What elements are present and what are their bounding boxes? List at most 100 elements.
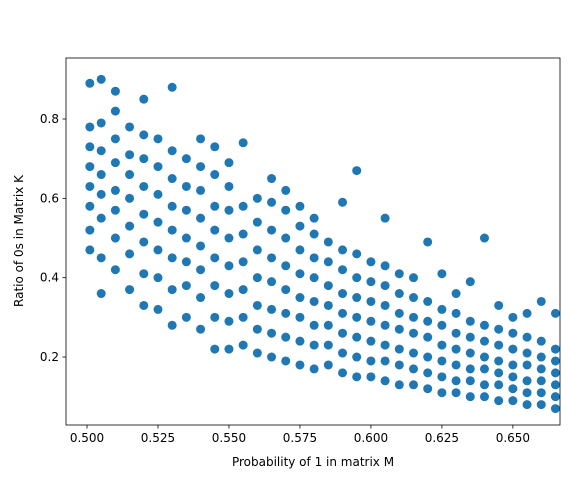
scatter-point — [85, 122, 95, 132]
scatter-point — [536, 352, 546, 362]
scatter-point — [423, 296, 433, 306]
scatter-point — [85, 225, 95, 235]
scatter-point — [125, 285, 135, 295]
y-tick-label: 0.8 — [40, 112, 59, 126]
scatter-point — [267, 174, 277, 184]
scatter-point — [352, 332, 362, 342]
scatter-point — [508, 384, 518, 394]
scatter-point — [352, 372, 362, 382]
scatter-point — [323, 257, 333, 267]
scatter-point — [153, 245, 163, 255]
scatter-point — [110, 86, 120, 96]
scatter-point — [494, 324, 504, 334]
scatter-point — [96, 189, 106, 199]
scatter-point — [96, 146, 106, 156]
scatter-point — [451, 376, 461, 386]
scatter-point — [252, 217, 262, 227]
scatter-point — [394, 380, 404, 390]
scatter-point — [394, 344, 404, 354]
scatter-point — [110, 205, 120, 215]
scatter-point — [508, 328, 518, 338]
scatter-point — [125, 170, 135, 180]
scatter-point — [295, 312, 305, 322]
scatter-point — [352, 293, 362, 303]
scatter-point — [281, 356, 291, 366]
scatter-point — [110, 185, 120, 195]
scatter-point — [281, 205, 291, 215]
scatter-point — [153, 273, 163, 283]
scatter-point — [522, 348, 532, 358]
scatter-point — [85, 142, 95, 152]
scatter-point — [167, 225, 177, 235]
scatter-point — [550, 380, 560, 390]
scatter-point — [196, 162, 206, 172]
scatter-point — [423, 368, 433, 378]
scatter-point — [352, 312, 362, 322]
scatter-point — [380, 320, 390, 330]
scatter-point — [309, 364, 319, 374]
scatter-point — [338, 328, 348, 338]
scatter-point — [536, 364, 546, 374]
scatter-point — [125, 150, 135, 160]
scatter-point — [139, 209, 149, 219]
scatter-point — [394, 308, 404, 318]
scatter-point — [366, 257, 376, 267]
y-tick-label: 0.6 — [40, 191, 59, 205]
scatter-point — [394, 360, 404, 370]
scatter-point — [508, 372, 518, 382]
scatter-point — [281, 185, 291, 195]
scatter-point — [479, 352, 489, 362]
scatter-point — [522, 376, 532, 386]
scatter-point — [437, 372, 447, 382]
x-tick-label: 0.525 — [141, 431, 175, 445]
scatter-point — [110, 134, 120, 144]
scatter-point — [238, 201, 248, 211]
scatter-point — [281, 233, 291, 243]
scatter-point — [479, 392, 489, 402]
scatter-point — [238, 257, 248, 267]
scatter-point — [196, 265, 206, 275]
scatter-point — [394, 289, 404, 299]
scatter-point — [139, 300, 149, 310]
scatter-point — [167, 82, 177, 92]
scatter-point — [423, 237, 433, 247]
scatter-point — [494, 396, 504, 406]
plot-frame — [65, 57, 561, 426]
scatter-point — [494, 368, 504, 378]
scatter-point — [522, 332, 532, 342]
scatter-point — [295, 269, 305, 279]
scatter-point — [522, 360, 532, 370]
scatter-point — [85, 181, 95, 191]
scatter-point — [352, 352, 362, 362]
scatter-point — [338, 289, 348, 299]
scatter-point — [153, 304, 163, 314]
scatter-point — [550, 308, 560, 318]
scatter-point — [323, 281, 333, 291]
scatter-point — [295, 201, 305, 211]
scatter-point — [380, 261, 390, 271]
scatter-point — [96, 253, 106, 263]
scatter-point — [96, 118, 106, 128]
scatter-point — [309, 273, 319, 283]
scatter-point — [494, 356, 504, 366]
scatter-point — [309, 229, 319, 239]
scatter-point — [252, 193, 262, 203]
scatter-point — [465, 348, 475, 358]
y-axis-label: Ratio of 0s in Matrix K — [12, 174, 26, 307]
scatter-point — [281, 308, 291, 318]
x-axis-label: Probability of 1 in matrix M — [232, 455, 394, 469]
scatter-point — [522, 400, 532, 410]
scatter-point — [323, 237, 333, 247]
scatter-point — [252, 273, 262, 283]
scatter-point — [465, 316, 475, 326]
scatter-point — [295, 360, 305, 370]
scatter-point — [409, 328, 419, 338]
scatter-point — [352, 166, 362, 176]
scatter-point — [196, 324, 206, 334]
scatter-point — [210, 170, 220, 180]
scatter-point — [110, 233, 120, 243]
scatter-point — [366, 356, 376, 366]
scatter-point — [380, 340, 390, 350]
scatter-point — [210, 201, 220, 211]
scatter-point — [494, 340, 504, 350]
